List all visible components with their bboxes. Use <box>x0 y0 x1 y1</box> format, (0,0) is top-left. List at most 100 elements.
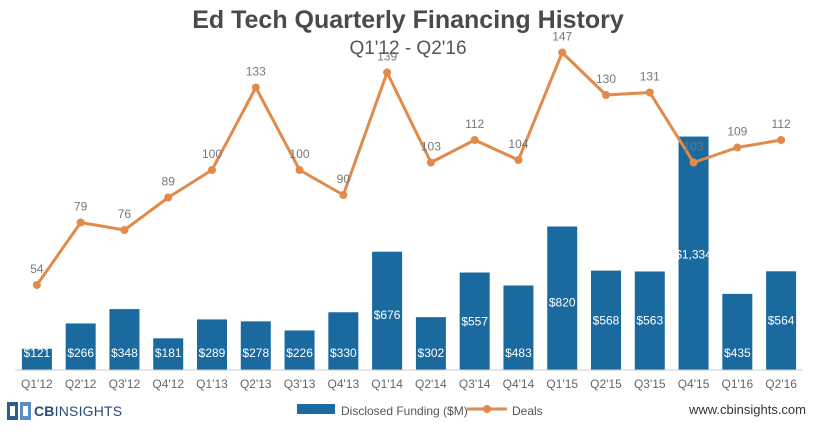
deals-point <box>733 143 742 152</box>
x-tick-label: Q4'13 <box>328 377 360 391</box>
website-url: www.cbinsights.com <box>688 402 806 417</box>
deals-point-label: 54 <box>30 262 44 276</box>
x-tick-label: Q2'12 <box>65 377 97 391</box>
funding-bar-label: $121 <box>24 346 51 360</box>
funding-bar-label: $348 <box>111 346 138 360</box>
funding-bar-label: $563 <box>636 314 663 328</box>
deals-point-label: 130 <box>596 72 616 86</box>
x-tick-label: Q3'14 <box>459 377 491 391</box>
chart-title: Ed Tech Quarterly Financing History <box>192 6 624 34</box>
x-tick-label: Q2'13 <box>240 377 272 391</box>
funding-bar <box>284 330 315 370</box>
deals-point <box>120 226 129 234</box>
deals-point <box>383 68 392 77</box>
deals-point-label: 139 <box>377 50 397 64</box>
deals-point <box>76 218 85 227</box>
funding-bar-label: $435 <box>724 346 751 360</box>
legend-deals-label: Deals <box>512 404 543 418</box>
deals-point-label: 112 <box>465 117 484 131</box>
deals-point <box>339 191 348 199</box>
x-tick-label: Q2'14 <box>415 377 447 391</box>
x-tick-label: Q1'16 <box>722 377 754 391</box>
deals-point <box>558 48 567 57</box>
funding-bar-label: $289 <box>199 346 226 360</box>
deals-point-label: 109 <box>727 125 747 139</box>
brand-logo-bold: CB <box>34 403 55 419</box>
funding-bar-label: $820 <box>549 295 576 309</box>
brand-logo-text: CBINSIGHTS <box>34 403 122 419</box>
funding-bar <box>240 321 271 370</box>
funding-bar <box>459 272 490 370</box>
chart-area: $121 $266 $348 $181 $289 $278 $226 $330 $676 $302… <box>15 30 803 391</box>
funding-bar-label: $266 <box>67 346 94 360</box>
x-tick-label: Q1'12 <box>21 377 53 391</box>
x-tick-label: Q4'15 <box>678 377 710 391</box>
x-tick-label: Q2'16 <box>765 377 797 391</box>
deals-point-label: 104 <box>508 137 528 151</box>
deals-point-label: 133 <box>246 65 266 79</box>
funding-bar <box>547 226 578 370</box>
funding-bar <box>372 251 403 370</box>
legend-deals-swatch <box>467 405 507 413</box>
deals-point <box>470 136 479 144</box>
funding-bar-label: $226 <box>286 346 313 360</box>
deals-point <box>645 88 654 97</box>
deals-point <box>602 91 610 99</box>
funding-bar <box>109 309 140 370</box>
deals-point <box>251 83 260 92</box>
funding-bar-label: $330 <box>330 346 357 360</box>
funding-bar-label: $557 <box>461 314 488 328</box>
funding-bar-label: $676 <box>374 308 401 322</box>
funding-bar <box>197 319 227 370</box>
x-tick-label: Q3'13 <box>284 377 316 391</box>
x-tick-label: Q4'14 <box>503 377 535 391</box>
deals-point-label: 100 <box>202 147 222 161</box>
deals-point-label: 89 <box>162 175 176 189</box>
deals-point <box>32 281 41 289</box>
deals-point <box>777 136 786 144</box>
x-tick-label: Q1'13 <box>196 377 228 391</box>
funding-bar <box>722 293 753 370</box>
deals-point <box>208 166 216 174</box>
deals-point <box>295 166 304 174</box>
deals-point <box>514 156 523 164</box>
deals-point <box>426 158 435 167</box>
deals-point-label: 131 <box>640 70 660 84</box>
funding-bar <box>634 271 665 370</box>
funding-bar <box>65 323 96 370</box>
funding-bar-label: $568 <box>593 313 620 327</box>
chart-subtitle: Q1'12 - Q2'16 <box>349 38 467 59</box>
funding-bar <box>328 312 359 370</box>
deals-line <box>35 51 782 286</box>
funding-bar-label: $1,334 <box>675 248 712 262</box>
x-tick-label: Q2'15 <box>590 377 622 391</box>
funding-bar-label: $302 <box>418 346 445 360</box>
x-tick-label: Q1'14 <box>371 377 403 391</box>
deals-point <box>689 158 698 167</box>
deals-point-label: 90 <box>337 172 351 186</box>
deals-point-label: 79 <box>74 200 88 214</box>
deals-point-label: 100 <box>290 147 310 161</box>
x-tick-label: Q3'15 <box>634 377 666 391</box>
deals-point <box>164 193 173 202</box>
funding-bar <box>591 270 621 370</box>
funding-bar <box>678 136 709 370</box>
cb-insights-logo-icon <box>7 402 31 420</box>
funding-bar-label: $564 <box>768 314 795 328</box>
funding-bar-label: $181 <box>155 346 182 360</box>
funding-bar <box>503 285 534 370</box>
legend-funding-label: Disclosed Funding ($M) <box>341 404 468 418</box>
deals-point-label: 76 <box>118 207 132 221</box>
funding-bar <box>766 271 797 370</box>
funding-bar <box>21 348 52 370</box>
x-tick-label: Q4'12 <box>152 377 184 391</box>
funding-bar-label: $483 <box>505 346 532 360</box>
x-tick-label: Q3'12 <box>109 377 141 391</box>
deals-point-label: 147 <box>552 30 572 44</box>
funding-bar-label: $278 <box>242 346 269 360</box>
legend-funding-swatch <box>297 404 335 414</box>
funding-bar <box>415 317 446 370</box>
x-tick-label: Q1'15 <box>546 377 578 391</box>
deals-point-label: 103 <box>421 140 441 154</box>
deals-point-label: 112 <box>772 117 791 131</box>
